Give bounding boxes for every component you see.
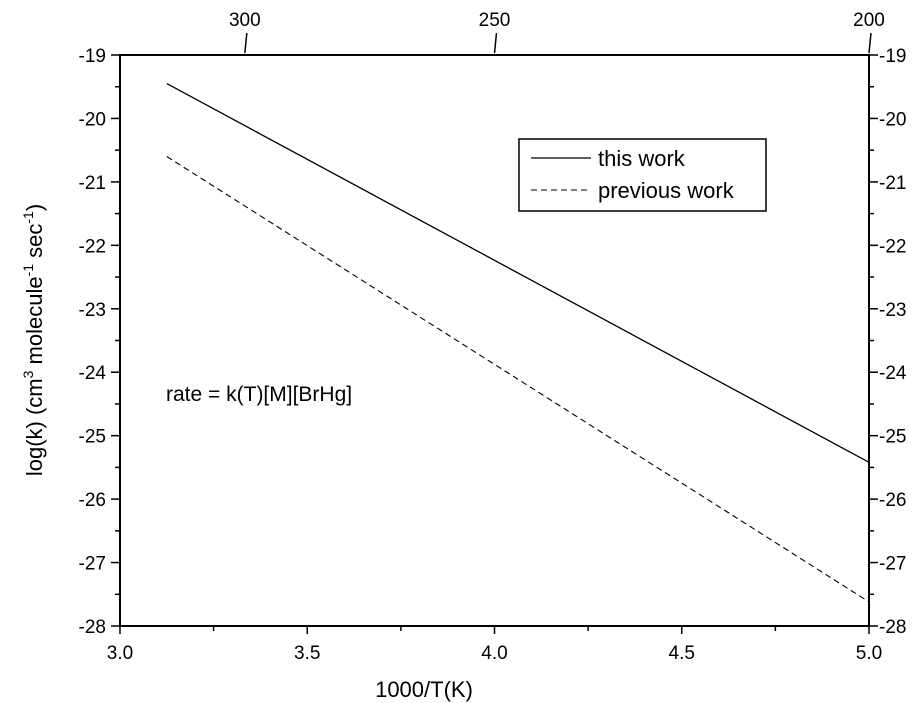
y-right-tick-label: -22: [879, 236, 906, 257]
y-right-tick-label: -19: [879, 46, 906, 67]
y-axis-title-sup: 3: [20, 370, 36, 378]
top-axis-tick-label: 200: [853, 10, 885, 31]
legend-box: [518, 138, 767, 212]
legend-label-previous-work: previous work: [598, 178, 735, 203]
legend-label-this-work: this work: [598, 146, 686, 171]
x-tick-label: 4.5: [669, 643, 695, 664]
top-axis-tick-label: 300: [229, 10, 261, 31]
axis-ticks: [111, 32, 878, 634]
axis-tick-labels: 3.0 3.5 4.0 4.5 5.0 -19 -20 -21 -22 -23 -24 -25 -26 -…: [79, 10, 907, 664]
y-left-tick-label: -25: [79, 427, 106, 448]
y-right-tick-label: -28: [879, 617, 906, 638]
y-left-tick-label: -22: [79, 236, 106, 257]
y-left-tick-label: -26: [79, 490, 106, 511]
top-axis-tick: [244, 32, 248, 54]
y-right-tick-label: -23: [879, 300, 906, 321]
rate-annotation: rate = k(T)[M][BrHg]: [166, 383, 352, 406]
y-axis-title-part: ): [22, 204, 47, 211]
y-left-tick-label: -28: [79, 617, 106, 638]
y-axis-title-sup: -1: [20, 264, 36, 277]
x-tick-label: 4.0: [481, 643, 507, 664]
y-axis-title-sup: -1: [20, 211, 36, 224]
x-axis-title: 1000/T(K): [375, 677, 473, 702]
y-axis-title-part: log(k) (cm: [22, 378, 47, 476]
y-right-tick-label: -26: [879, 490, 906, 511]
y-right-tick-label: -25: [879, 427, 906, 448]
top-axis-tick: [868, 32, 872, 54]
x-tick-label: 3.0: [107, 643, 133, 664]
series-lines: [166, 82, 870, 603]
series-line-previous-work: [166, 156, 870, 603]
series-line-this-work: [166, 82, 870, 463]
y-left-tick-label: -20: [79, 109, 106, 130]
y-right-tick-label: -27: [879, 554, 906, 575]
y-left-tick-label: -23: [79, 300, 106, 321]
y-left-tick-label: -24: [79, 363, 107, 384]
top-axis-tick-label: 250: [479, 10, 511, 31]
y-right-tick-label: -20: [879, 109, 906, 130]
y-axis-title: log(k) (cm3 molecule-1 sec-1): [20, 204, 47, 476]
x-tick-label: 5.0: [856, 643, 882, 664]
y-left-tick-label: -21: [79, 173, 106, 194]
y-axis-title-part: sec: [22, 224, 47, 264]
x-tick-label: 3.5: [294, 643, 320, 664]
top-axis-tick: [493, 32, 498, 54]
y-right-tick-label: -21: [879, 173, 906, 194]
y-left-tick-label: -19: [79, 46, 106, 67]
y-right-tick-label: -24: [879, 363, 907, 384]
legend: this work previous work: [518, 138, 767, 212]
y-left-tick-label: -27: [79, 554, 106, 575]
y-axis-title-part: molecule: [22, 276, 47, 370]
